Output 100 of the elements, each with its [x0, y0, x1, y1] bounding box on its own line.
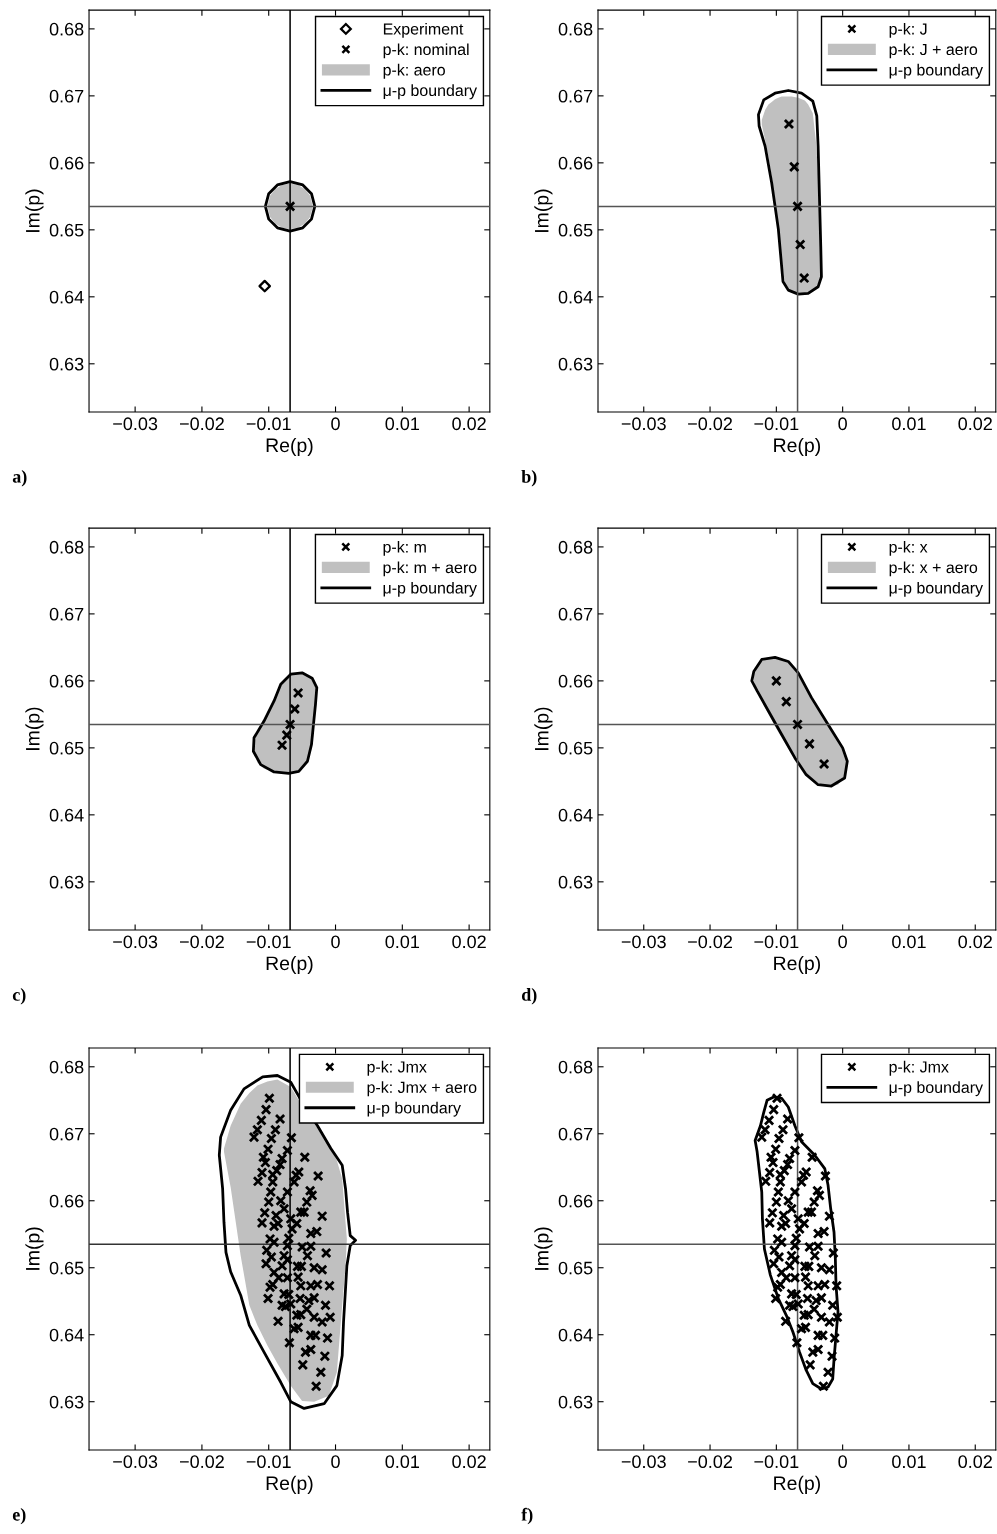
x-tick-label: −0.02	[179, 1455, 224, 1469]
legend-label: μ-p boundary	[889, 581, 983, 597]
x-tick-label: 0	[331, 935, 340, 949]
x-tick-label: 0.01	[385, 417, 420, 431]
point	[276, 739, 288, 751]
y-axis-title: Im(p)	[25, 189, 44, 232]
x-tick-label: 0.02	[452, 1455, 486, 1469]
y-tick-label: 0.68	[558, 540, 593, 554]
y-tick-label: 0.65	[49, 741, 84, 755]
legend-label: μ-p boundary	[383, 84, 478, 100]
y-tick-label: 0.68	[49, 1060, 84, 1074]
legend-label: p-k: nominal	[383, 43, 469, 59]
legend-label: p-k: m + aero	[383, 561, 477, 577]
x-tick-label: 0.01	[892, 935, 926, 949]
x-tick-label: −0.01	[246, 935, 291, 949]
y-axis-title: Im(p)	[534, 189, 553, 232]
legend-label: p-k: Jmx	[367, 1060, 427, 1076]
y-tick-label: 0.63	[558, 357, 593, 371]
y-tick-label: 0.67	[49, 1127, 84, 1141]
x-tick-label: 0.02	[958, 417, 992, 431]
y-tick-label: 0.66	[558, 1194, 593, 1208]
point	[289, 703, 301, 715]
legend-label: μ-p boundary	[367, 1101, 461, 1117]
y-tick-label: 0.67	[558, 89, 593, 103]
y-tick-label: 0.68	[49, 22, 84, 36]
x-tick-label: −0.03	[113, 1455, 158, 1469]
y-tick-label: 0.63	[558, 875, 593, 889]
x-tick-label: 0	[838, 935, 847, 949]
y-tick-label: 0.67	[558, 607, 593, 621]
x-axis-title: Re(p)	[266, 955, 313, 975]
x-tick-label: −0.02	[179, 417, 224, 431]
x-axis-title: Re(p)	[266, 1475, 313, 1494]
y-tick-label: 0.65	[49, 1261, 84, 1275]
y-tick-label: 0.65	[558, 223, 593, 237]
legend-label: μ-p boundary	[383, 581, 477, 597]
x-tick-label: 0.02	[958, 1455, 992, 1469]
point	[792, 718, 803, 730]
point	[281, 729, 293, 741]
legend-label: Experiment	[383, 22, 464, 38]
y-tick-label: 0.65	[558, 741, 593, 755]
legend-label: p-k: x + aero	[889, 561, 978, 577]
x-axis-title: Re(p)	[774, 437, 821, 457]
point	[783, 118, 795, 130]
y-tick-label: 0.65	[558, 1261, 593, 1275]
y-tick-label: 0.63	[49, 357, 84, 371]
legend-label: μ-p boundary	[889, 1081, 983, 1097]
x-tick-label: 0.01	[385, 1455, 420, 1469]
legend-label: p-k: aero	[383, 63, 445, 79]
y-axis-title: Im(p)	[25, 707, 44, 750]
legend-label: p-k: x	[889, 540, 928, 556]
x-tick-label: −0.02	[688, 1455, 732, 1469]
y-tick-label: 0.64	[49, 1328, 84, 1342]
x-tick-label: 0.02	[958, 935, 992, 949]
y-tick-label: 0.64	[49, 290, 84, 304]
x-tick-label: −0.03	[621, 1455, 666, 1469]
point	[792, 200, 803, 212]
y-tick-label: 0.67	[49, 89, 84, 103]
y-tick-label: 0.63	[49, 875, 84, 889]
point	[798, 272, 810, 284]
x-axis-title: Re(p)	[774, 955, 821, 975]
point	[804, 738, 815, 750]
legend-label: p-k: J	[889, 22, 927, 38]
x-tick-label: −0.01	[246, 417, 291, 431]
y-tick-label: 0.67	[558, 1127, 593, 1141]
y-tick-label: 0.63	[558, 1395, 593, 1409]
x-tick-label: 0	[331, 417, 340, 431]
x-tick-label: 0.02	[452, 935, 486, 949]
y-tick-label: 0.63	[49, 1395, 84, 1409]
y-tick-label: 0.64	[558, 1328, 593, 1342]
x-tick-label: −0.03	[621, 935, 666, 949]
text: a)	[12, 470, 27, 487]
y-tick-label: 0.66	[49, 674, 84, 688]
x-tick-label: 0.01	[892, 1455, 926, 1469]
y-tick-label: 0.67	[49, 607, 84, 621]
y-tick-label: 0.66	[49, 1194, 84, 1208]
point	[292, 687, 304, 699]
x-axis-title: Re(p)	[774, 1475, 821, 1494]
y-tick-label: 0.68	[558, 22, 593, 36]
x-tick-label: −0.01	[754, 935, 799, 949]
point	[770, 675, 782, 687]
y-tick-label: 0.66	[49, 156, 84, 170]
x-tick-label: 0	[331, 1455, 340, 1469]
y-axis-title: Im(p)	[534, 707, 553, 750]
y-axis-title: Im(p)	[25, 1227, 44, 1270]
point	[780, 696, 792, 708]
x-tick-label: −0.01	[754, 417, 799, 431]
x-tick-label: −0.02	[688, 417, 732, 431]
x-tick-label: −0.03	[621, 417, 666, 431]
point	[788, 161, 800, 173]
x-tick-label: 0.01	[892, 417, 926, 431]
y-axis-title: Im(p)	[534, 1227, 553, 1270]
x-tick-label: −0.03	[113, 935, 158, 949]
legend-label: p-k: Jmx	[889, 1060, 949, 1076]
legend-label: p-k: Jmx + aero	[367, 1081, 477, 1097]
x-tick-label: −0.02	[688, 935, 732, 949]
x-tick-label: −0.02	[179, 935, 224, 949]
y-tick-label: 0.64	[558, 290, 593, 304]
x-axis-title: Re(p)	[266, 437, 313, 457]
point	[794, 239, 806, 251]
point	[818, 758, 830, 770]
